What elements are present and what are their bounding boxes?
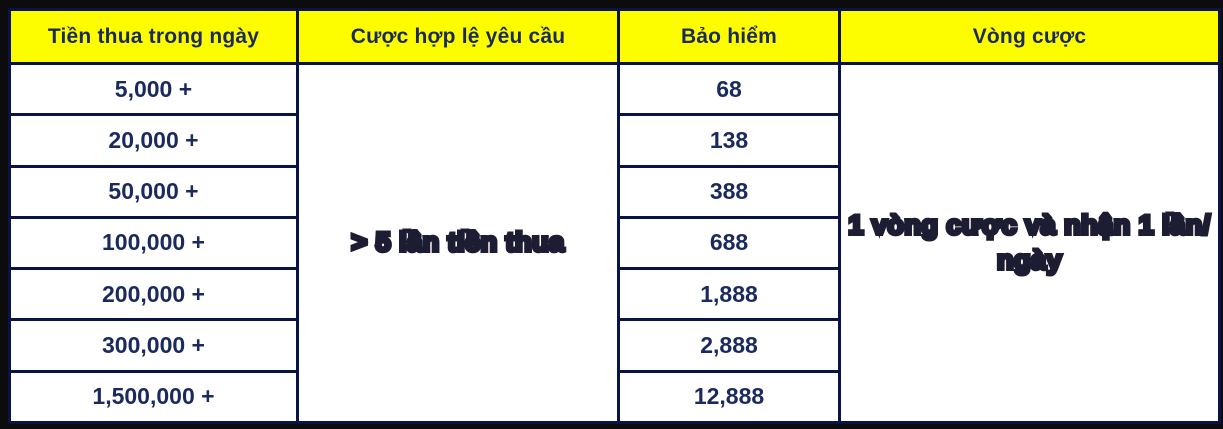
header-daily-loss: Tiền thua trong ngày — [8, 8, 299, 65]
promo-table-canvas: Tiền thua trong ngày Cược hợp lệ yêu cầu… — [8, 8, 1221, 425]
wagering-rule-text: 1 vòng cược và nhận 1 lần/ ngày — [841, 208, 1218, 278]
table-row: 300,000 + 2,888 — [8, 318, 1220, 373]
daily-loss-value: 50,000 + — [8, 164, 299, 219]
insurance-promo-table: Tiền thua trong ngày Cược hợp lệ yêu cầu… — [8, 8, 1221, 425]
insurance-value: 388 — [617, 164, 841, 219]
header-wagering: Vòng cược — [838, 8, 1221, 65]
table-row: 200,000 + 1,888 — [8, 267, 1220, 322]
wagering-rule-line1: 1 vòng cược và nhận 1 lần/ — [841, 208, 1218, 243]
table-row: 5,000 + > 5 lần tiền thua 68 1 vòng cược… — [8, 61, 1221, 424]
insurance-value: 1,888 — [617, 267, 841, 322]
table-header-row: Tiền thua trong ngày Cược hợp lệ yêu cầu… — [8, 8, 1221, 65]
daily-loss-value: 300,000 + — [8, 318, 299, 373]
insurance-value: 12,888 — [617, 369, 841, 425]
header-valid-bet: Cược hợp lệ yêu cầu — [296, 8, 620, 65]
insurance-value: 2,888 — [617, 318, 841, 373]
header-insurance: Bảo hiểm — [617, 8, 841, 65]
wagering-rule-line2: ngày — [841, 243, 1218, 278]
wagering-rule-cell: 1 vòng cược và nhận 1 lần/ ngày — [838, 62, 1221, 424]
daily-loss-value: 1,500,000 + — [8, 369, 299, 425]
daily-loss-value: 100,000 + — [8, 215, 299, 271]
table-row: 20,000 + 138 — [8, 113, 1220, 168]
insurance-value: 688 — [617, 215, 841, 271]
table-row: 100,000 + 688 — [8, 215, 1220, 271]
valid-bet-requirement-text: > 5 lần tiền thua — [349, 225, 566, 260]
table-row: 50,000 + 388 — [8, 164, 1220, 219]
insurance-value: 68 — [617, 61, 841, 117]
daily-loss-value: 20,000 + — [8, 113, 299, 168]
table-row: 1,500,000 + 12,888 — [8, 369, 1220, 425]
insurance-value: 138 — [617, 113, 841, 168]
valid-bet-requirement-cell: > 5 lần tiền thua — [296, 62, 620, 424]
daily-loss-value: 200,000 + — [8, 267, 299, 322]
daily-loss-value: 5,000 + — [8, 61, 299, 117]
